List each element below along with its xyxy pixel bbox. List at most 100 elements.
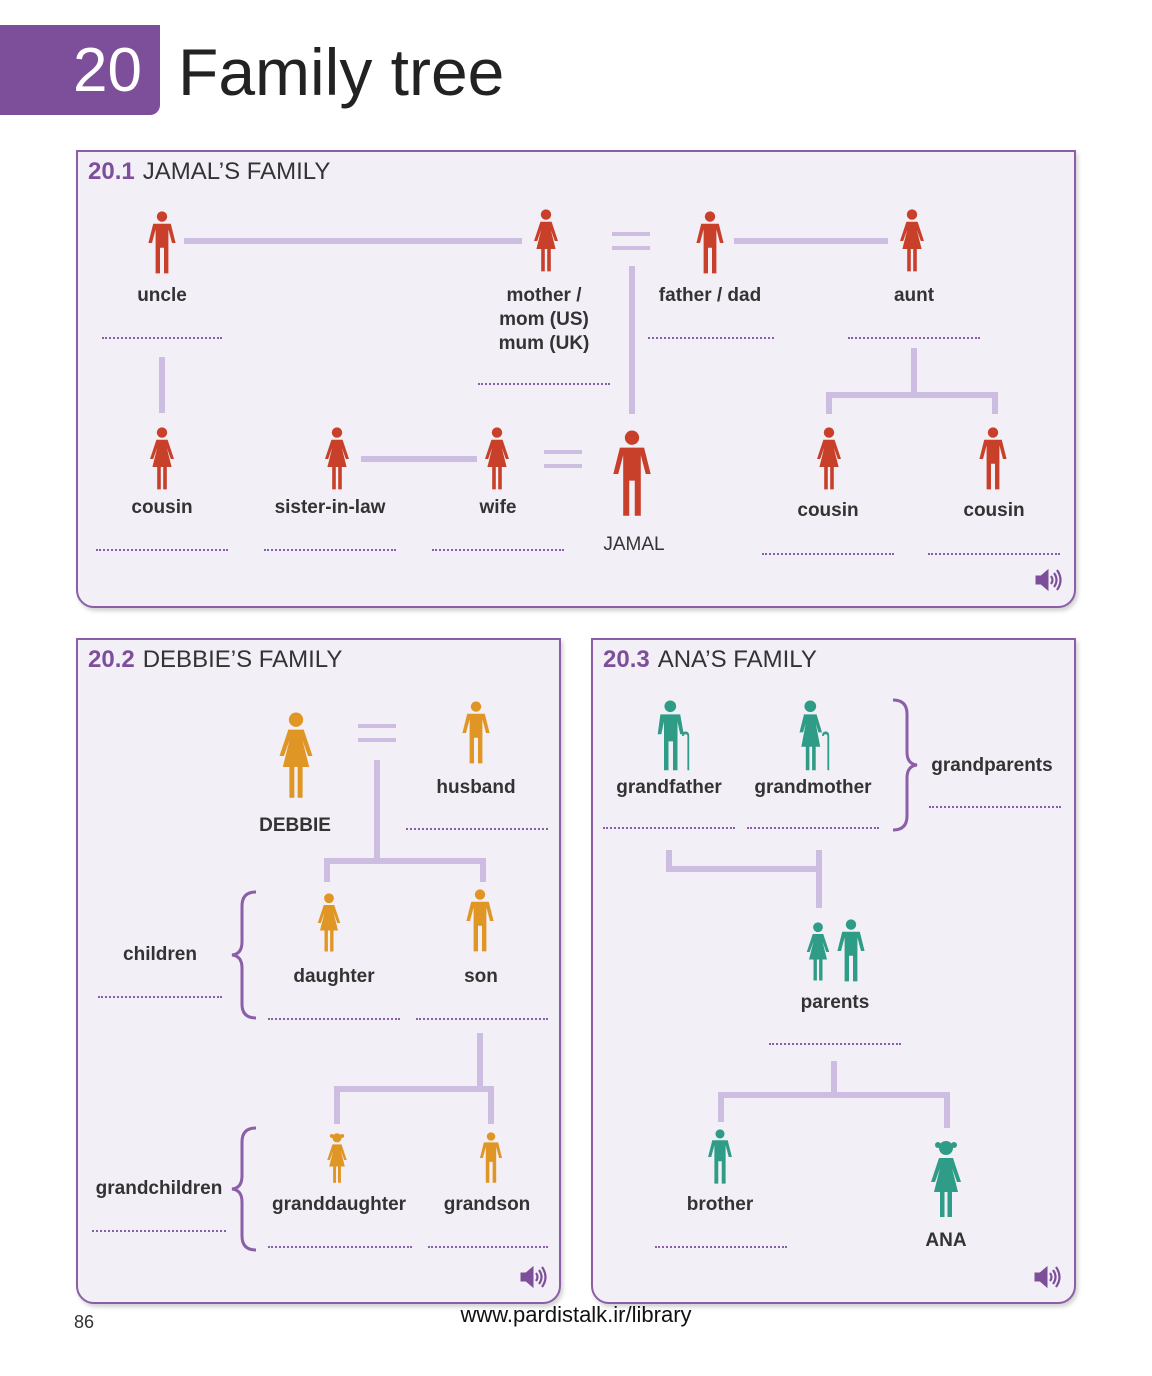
label-uncle: uncle: [137, 285, 187, 306]
parents-mother-figure: [803, 918, 833, 986]
answer-line[interactable]: [406, 828, 548, 830]
answer-line[interactable]: [416, 1018, 548, 1020]
section-title: JAMAL’S FAMILY: [142, 158, 331, 185]
panel-anas-family: 20.3 ANA’S FAMILY grandfather grandmother…: [591, 638, 1076, 1304]
son-figure: [464, 886, 496, 956]
label-children: children: [123, 944, 197, 965]
answer-line[interactable]: [848, 337, 980, 339]
equals-sign: [358, 738, 396, 742]
label-grandmother: grandmother: [754, 777, 872, 798]
equals-sign: [544, 464, 582, 468]
connector-line: [374, 760, 380, 860]
husband-figure: [460, 698, 492, 768]
grandson-figure: [478, 1130, 504, 1186]
answer-line[interactable]: [478, 383, 610, 385]
answer-line[interactable]: [102, 337, 222, 339]
connector-line: [826, 392, 832, 414]
cousin-figure: [813, 426, 845, 492]
audio-speaker-icon[interactable]: [1034, 568, 1062, 592]
label-wife: wife: [479, 497, 517, 518]
ana-figure: [926, 1134, 966, 1224]
answer-line[interactable]: [648, 337, 774, 339]
uncle-figure: [146, 208, 178, 278]
answer-line[interactable]: [264, 549, 396, 551]
equals-sign: [612, 232, 650, 236]
label-mother-line: mom (US): [499, 309, 589, 330]
connector-line: [159, 357, 165, 413]
label-granddaughter: granddaughter: [271, 1194, 407, 1215]
answer-line[interactable]: [96, 549, 228, 551]
section-title: ANA’S FAMILY: [657, 646, 817, 673]
page-number: 86: [74, 1312, 95, 1332]
section-title: DEBBIE’S FAMILY: [142, 646, 343, 673]
section-number: 20.3: [603, 646, 650, 673]
connector-line: [324, 858, 486, 864]
connector-line: [488, 1086, 494, 1124]
connector-line: [477, 1033, 483, 1089]
wife-figure: [481, 426, 513, 492]
connector-line: [666, 850, 672, 870]
debbie-figure: [274, 704, 318, 808]
equals-sign: [544, 450, 582, 454]
label-husband: husband: [436, 777, 516, 798]
equals-sign: [358, 724, 396, 728]
answer-line[interactable]: [98, 996, 222, 998]
chapter-number: 20: [0, 25, 160, 115]
section-number: 20.2: [88, 646, 135, 673]
section-number: 20.1: [88, 158, 135, 185]
father-figure: [694, 208, 726, 278]
answer-line[interactable]: [769, 1043, 901, 1045]
label-son: son: [464, 966, 498, 987]
label-grandchildren: grandchildren: [95, 1178, 223, 1199]
connector-line: [718, 1092, 950, 1098]
answer-line[interactable]: [747, 827, 879, 829]
granddaughter-figure: [324, 1130, 350, 1186]
connector-line: [324, 858, 330, 882]
label-cousin: cousin: [963, 500, 1025, 521]
label-parents: parents: [800, 992, 870, 1013]
answer-line[interactable]: [268, 1246, 412, 1248]
connector-line: [831, 1061, 837, 1095]
grandfather-figure: [655, 700, 691, 772]
grandparents-brace-icon: [892, 698, 918, 832]
connector-line: [480, 858, 486, 882]
grandmother-figure: [795, 700, 831, 772]
connector-line: [361, 456, 477, 462]
connector-line: [816, 850, 822, 908]
connector-line: [992, 392, 998, 414]
answer-line[interactable]: [268, 1018, 400, 1020]
parents-father-figure: [835, 916, 867, 986]
cousin-figure: [146, 426, 178, 492]
label-father: father / dad: [658, 285, 762, 306]
audio-speaker-icon[interactable]: [1033, 1265, 1061, 1289]
answer-line[interactable]: [928, 553, 1060, 555]
answer-line[interactable]: [432, 549, 564, 551]
answer-line[interactable]: [929, 806, 1061, 808]
label-grandparents: grandparents: [931, 755, 1053, 776]
connector-line: [911, 348, 917, 394]
label-grandfather: grandfather: [616, 777, 722, 798]
grandchildren-brace-icon: [231, 1126, 257, 1252]
label-jamal: JAMAL: [603, 534, 665, 555]
audio-speaker-icon[interactable]: [519, 1265, 547, 1289]
answer-line[interactable]: [428, 1246, 548, 1248]
label-debbie: DEBBIE: [259, 815, 331, 836]
label-ana: ANA: [925, 1230, 967, 1251]
label-mother: mother / mom (US) mum (UK): [499, 284, 590, 356]
answer-line[interactable]: [655, 1246, 787, 1248]
connector-line: [334, 1086, 340, 1124]
jamal-figure: [610, 426, 654, 522]
children-brace-icon: [231, 890, 257, 1020]
daughter-figure: [314, 890, 344, 956]
footer-url[interactable]: www.pardistalk.ir/library: [460, 1302, 692, 1327]
panel-heading: 20.1 JAMAL’S FAMILY: [88, 158, 330, 186]
answer-line[interactable]: [603, 827, 735, 829]
panel-debbies-family: 20.2 DEBBIE’S FAMILY DEBBIE husband child…: [76, 638, 561, 1304]
label-cousin: cousin: [797, 500, 859, 521]
answer-line[interactable]: [92, 1230, 226, 1232]
aunt-figure: [896, 208, 928, 274]
connector-line: [666, 866, 822, 872]
connector-line: [734, 238, 888, 244]
label-cousin: cousin: [131, 497, 193, 518]
answer-line[interactable]: [762, 553, 894, 555]
